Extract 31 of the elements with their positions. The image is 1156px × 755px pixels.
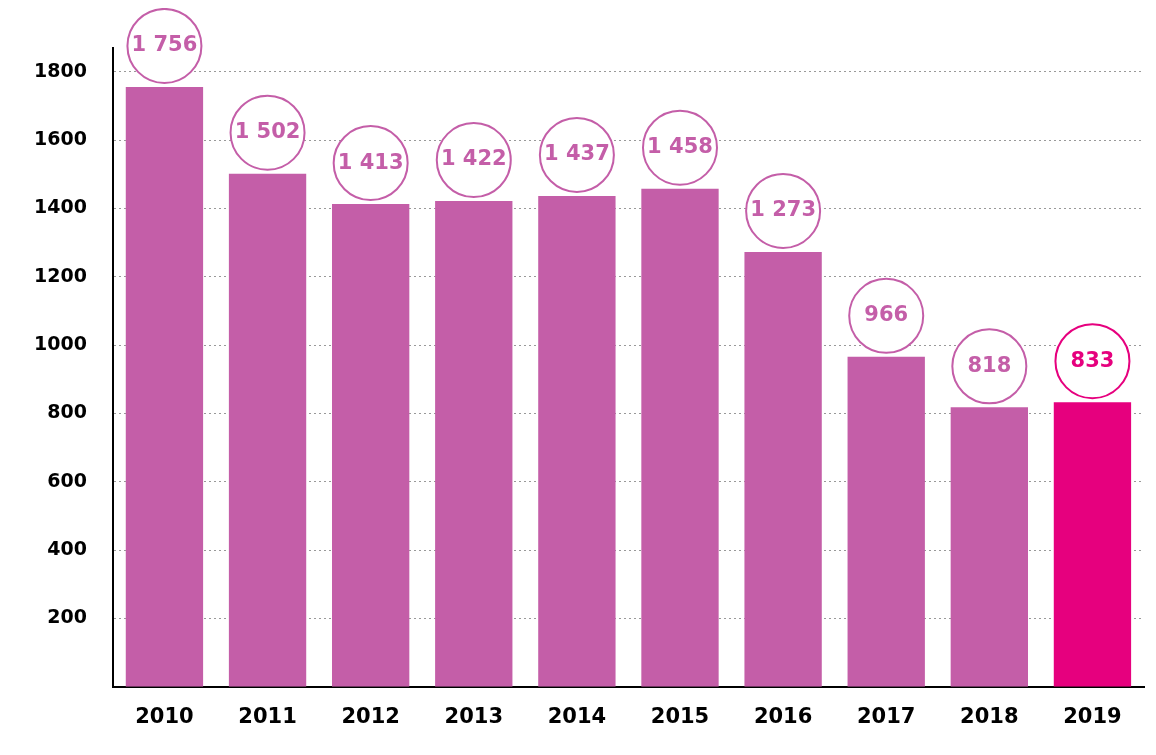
x-tick-label: 2013: [444, 703, 503, 728]
x-tick-label: 2014: [547, 703, 607, 728]
x-tick-label: 2018: [960, 703, 1019, 728]
y-tick-label: 1000: [33, 332, 87, 355]
y-tick-label: 200: [47, 605, 87, 628]
data-label: 1 273: [750, 197, 816, 222]
data-label: 966: [864, 302, 909, 327]
data-label: 1 437: [544, 141, 610, 166]
data-label: 1 756: [131, 32, 198, 57]
x-tick-label: 2017: [856, 703, 916, 728]
data-label: 833: [1070, 347, 1115, 372]
x-tick-label: 2016: [753, 703, 813, 728]
y-tick-label: 1800: [33, 58, 87, 81]
y-tick-label: 400: [47, 537, 87, 560]
data-label: 818: [967, 352, 1012, 377]
x-tick-label: 2011: [238, 703, 297, 728]
x-tick-label: 2010: [135, 703, 194, 728]
data-label: 1 502: [234, 119, 301, 144]
x-tick-label: 2012: [341, 703, 400, 728]
y-tick-label: 1400: [33, 195, 87, 218]
data-label: 1 422: [440, 146, 507, 171]
x-tick-label: 2019: [1063, 703, 1122, 728]
data-label: 1 413: [337, 149, 404, 174]
x-tick-label: 2015: [650, 703, 710, 728]
y-tick-label: 1600: [33, 127, 87, 150]
y-tick-label: 600: [47, 468, 87, 491]
y-tick-label: 1200: [33, 263, 87, 286]
y-tick-label: 800: [47, 400, 87, 423]
bar: [435, 201, 513, 687]
data-label: 1 458: [647, 134, 713, 159]
bar: [331, 204, 410, 687]
